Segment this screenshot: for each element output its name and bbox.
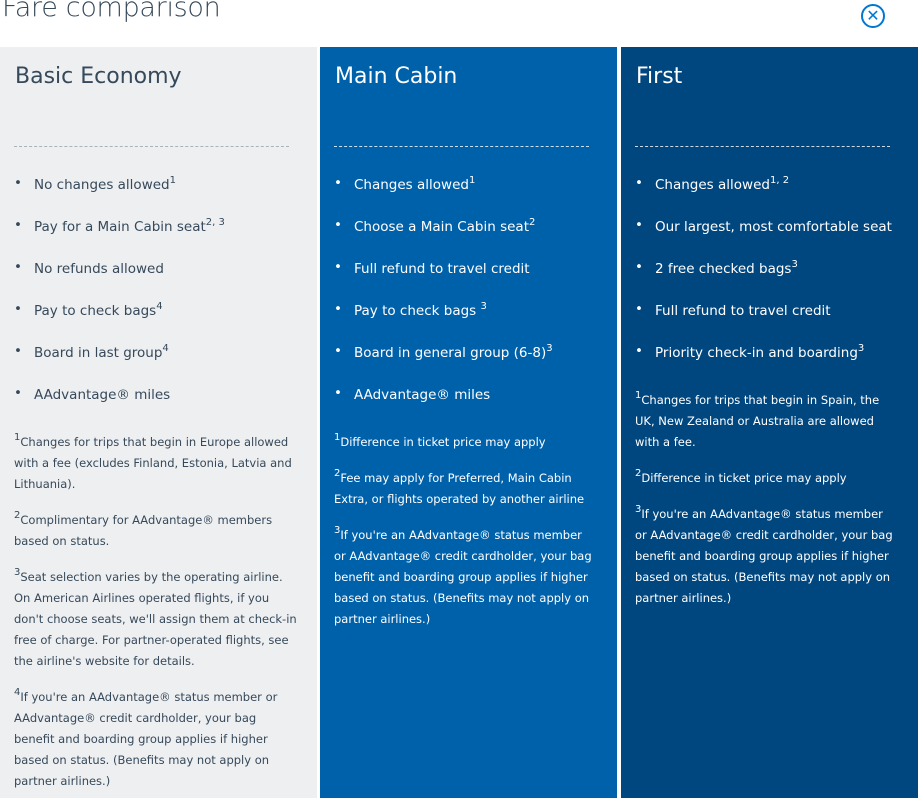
footnote-ref: 1	[468, 175, 476, 186]
feature-text: Pay for a Main Cabin seat	[34, 219, 206, 235]
divider	[14, 146, 289, 147]
feature-text: Priority check-in and boarding	[655, 345, 858, 361]
footnote-number: 3	[14, 567, 21, 578]
feature-item: Pay to check bags4	[14, 301, 303, 343]
feature-item: Choose a Main Cabin seat2	[334, 217, 603, 259]
feature-item: Our largest, most comfortable seat	[635, 217, 904, 259]
footnote: 2Fee may apply for Preferred, Main Cabin…	[334, 463, 603, 510]
page-title: Fare comparison	[2, 0, 221, 23]
footnote-ref: 3	[857, 343, 865, 354]
feature-text: Full refund to travel credit	[354, 261, 530, 277]
feature-list: Changes allowed1Choose a Main Cabin seat…	[334, 175, 603, 427]
footnote: 1Changes for trips that begin in Europe …	[14, 427, 303, 495]
footnote-text: Fee may apply for Preferred, Main Cabin …	[334, 471, 585, 506]
feature-text: AAdvantage® miles	[354, 387, 491, 403]
fare-name: Basic Economy	[15, 64, 182, 89]
feature-text: Choose a Main Cabin seat	[354, 219, 529, 235]
footnote-text: If you're an AAdvantage® status member o…	[14, 690, 278, 788]
fare-name: Main Cabin	[335, 64, 458, 89]
feature-list: No changes allowed1Pay for a Main Cabin …	[14, 175, 303, 427]
feature-text: Pay to check bags	[34, 303, 157, 319]
feature-item: Full refund to travel credit	[635, 301, 904, 343]
footnote-number: 3	[635, 504, 642, 515]
footnote-text: Complimentary for AAdvantage® members ba…	[14, 513, 273, 548]
feature-text: Board in general group (6-8)	[354, 345, 547, 361]
footnote-text: Difference in ticket price may apply	[641, 471, 847, 485]
feature-item: Pay to check bags 3	[334, 301, 603, 343]
divider	[635, 146, 890, 147]
footnote-ref: 3	[791, 259, 798, 270]
feature-item: AAdvantage® miles	[14, 385, 303, 427]
feature-item: Board in last group4	[14, 343, 303, 385]
feature-text: 2 free checked bags	[655, 261, 792, 277]
footnote-ref: 3	[546, 343, 553, 354]
footnote-number: 1	[14, 432, 21, 443]
footnote-ref: 1	[169, 175, 176, 186]
footnote-number: 3	[334, 525, 341, 536]
feature-text: AAdvantage® miles	[34, 387, 171, 403]
footnote: 3If you're an AAdvantage® status member …	[635, 499, 904, 609]
feature-text: Changes allowed	[354, 177, 469, 193]
feature-text: Board in last group	[34, 345, 163, 361]
footnote-text: If you're an AAdvantage® status member o…	[635, 507, 893, 605]
feature-item: Board in general group (6-8)3	[334, 343, 603, 385]
footnote: 4If you're an AAdvantage® status member …	[14, 682, 303, 792]
footnote-text: Difference in ticket price may apply	[340, 435, 546, 449]
close-button[interactable]: ✕	[861, 4, 885, 28]
divider	[334, 146, 589, 147]
footnote: 2Difference in ticket price may apply	[635, 463, 904, 489]
feature-text: Changes allowed	[655, 177, 770, 193]
feature-item: Pay for a Main Cabin seat2, 3	[14, 217, 303, 259]
footnote-number: 1	[334, 432, 341, 443]
fare-name: First	[636, 64, 683, 89]
feature-item: Full refund to travel credit	[334, 259, 603, 301]
footnote: 2Complimentary for AAdvantage® members b…	[14, 505, 303, 552]
feature-text: Our largest, most comfortable seat	[655, 219, 892, 235]
footnote-number: 2	[635, 468, 642, 479]
feature-item: AAdvantage® miles	[334, 385, 603, 427]
footnote-ref: 1, 2	[769, 175, 790, 186]
feature-item: No refunds allowed	[14, 259, 303, 301]
feature-item: Priority check-in and boarding3	[635, 343, 904, 385]
circle-x-icon: ✕	[866, 6, 880, 25]
footnote-number: 4	[14, 687, 21, 698]
footnote-ref: 2	[529, 217, 536, 228]
footnote-text: If you're an AAdvantage® status member o…	[334, 528, 592, 626]
footnote: 3Seat selection varies by the operating …	[14, 562, 303, 672]
footnote-text: Seat selection varies by the operating a…	[14, 570, 297, 668]
footnote-ref: 4	[156, 301, 163, 312]
footnote-number: 2	[334, 468, 341, 479]
footnote: 1Difference in ticket price may apply	[334, 427, 603, 453]
footnote-text: Changes for trips that begin in Spain, t…	[635, 393, 880, 449]
feature-text: Pay to check bags	[354, 303, 481, 319]
footnote-ref: 4	[162, 343, 169, 354]
feature-item: Changes allowed1, 2	[635, 175, 904, 217]
feature-item: Changes allowed1	[334, 175, 603, 217]
footnote: 3If you're an AAdvantage® status member …	[334, 520, 603, 630]
footnote-number: 2	[14, 510, 21, 521]
fare-column-main-cabin: Main Cabin Changes allowed1Choose a Main…	[320, 47, 617, 798]
fare-column-basic-economy: Basic Economy No changes allowed1Pay for…	[0, 47, 317, 798]
feature-text: Full refund to travel credit	[655, 303, 831, 319]
feature-item: 2 free checked bags3	[635, 259, 904, 301]
feature-list: Changes allowed1, 2 Our largest, most com…	[635, 175, 904, 385]
footnote-ref: 3	[480, 301, 487, 312]
feature-text: No refunds allowed	[34, 261, 164, 277]
footnote-number: 1	[635, 390, 642, 401]
footnote: 1Changes for trips that begin in Spain, …	[635, 385, 904, 453]
feature-text: No changes allowed	[34, 177, 170, 193]
fare-column-first: First Changes allowed1, 2 Our largest, mo…	[621, 47, 918, 798]
footnote-text: Changes for trips that begin in Europe a…	[14, 435, 292, 491]
footnote-ref: 2, 3	[205, 217, 225, 228]
feature-item: No changes allowed1	[14, 175, 303, 217]
